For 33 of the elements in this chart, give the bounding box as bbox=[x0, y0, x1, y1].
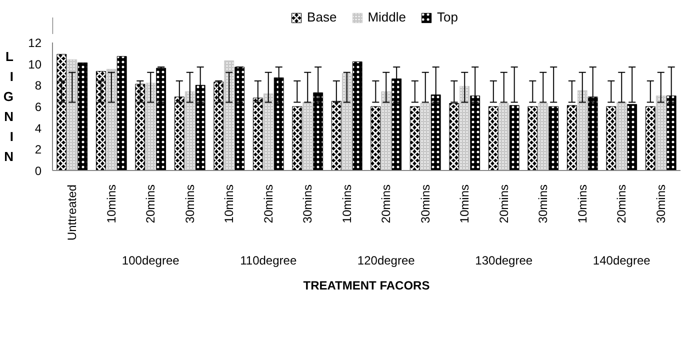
y-tick-label: 6 bbox=[34, 100, 42, 114]
x-tick-label: 10mins bbox=[222, 184, 236, 224]
x-tick-label: 30mins bbox=[300, 184, 315, 224]
x-tick-label: 20mins bbox=[614, 184, 629, 224]
text: 140degree bbox=[592, 254, 651, 268]
x-tick-label: 30mins bbox=[418, 184, 432, 224]
x-tick-label: 20mins bbox=[261, 184, 276, 224]
text: 130degree bbox=[475, 254, 533, 268]
text: 110degree bbox=[240, 254, 297, 268]
x-tick-label: 20mins bbox=[144, 184, 158, 224]
y-tick-label: 10 bbox=[28, 57, 42, 72]
text: 120degree bbox=[357, 254, 416, 268]
y-tick-label: 8 bbox=[34, 78, 42, 93]
x-tick-label: 20mins bbox=[496, 184, 511, 224]
y-tick-label: 2 bbox=[34, 142, 42, 157]
x-tick-label: 10mins bbox=[458, 184, 472, 224]
text: 100degree bbox=[122, 254, 180, 268]
y-tick-label: 0 bbox=[34, 164, 42, 178]
x-tick-label: 30mins bbox=[536, 184, 550, 224]
legend-label: Middle bbox=[368, 10, 406, 24]
x-tick-label: 10mins bbox=[104, 184, 118, 224]
x-tick-label: 30mins bbox=[182, 184, 197, 224]
x-tick-label: 10mins bbox=[575, 184, 590, 224]
y-tick-label: 12 bbox=[28, 36, 42, 50]
y-tick-label: 4 bbox=[34, 121, 42, 136]
legend-label: Top bbox=[436, 10, 458, 24]
y-axis-title: LIGNIN bbox=[3, 49, 14, 164]
legend-label: Base bbox=[307, 10, 337, 24]
x-tick-label: 10mins bbox=[340, 184, 354, 224]
x-axis-title: TREATMENT FACORS bbox=[303, 278, 430, 292]
x-tick-label: Unttreated bbox=[65, 184, 80, 241]
x-tick-label: 30mins bbox=[654, 184, 668, 224]
x-tick-label: 20mins bbox=[379, 184, 394, 224]
